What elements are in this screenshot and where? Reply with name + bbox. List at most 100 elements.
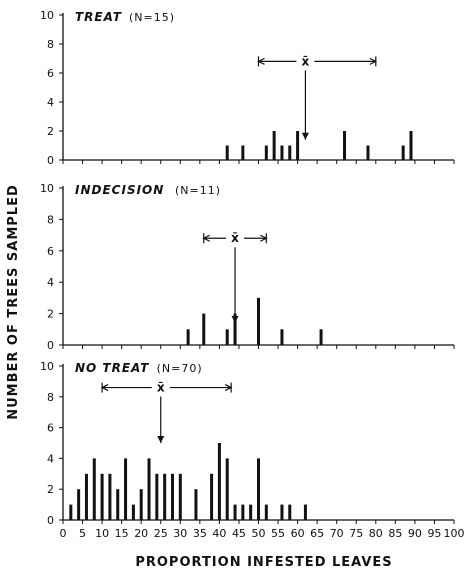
y-tick-label: 4 xyxy=(47,452,54,465)
bar xyxy=(249,504,253,520)
bar xyxy=(225,329,229,345)
y-tick-label: 2 xyxy=(47,483,54,496)
panel-n-label: (N=11) xyxy=(175,184,221,197)
x-tick-label: 10 xyxy=(95,527,109,540)
panel-title: TREAT xyxy=(75,10,122,24)
bar xyxy=(124,458,128,520)
right-arrowhead xyxy=(224,384,233,392)
y-tick-label: 8 xyxy=(47,213,54,226)
y-tick-label: 8 xyxy=(47,38,54,51)
bar xyxy=(170,473,174,520)
bar xyxy=(257,458,260,520)
bar xyxy=(409,131,413,160)
bar xyxy=(69,504,73,520)
y-tick-label: 2 xyxy=(47,125,54,138)
y-tick-label: 4 xyxy=(47,96,54,109)
y-tick-label: 6 xyxy=(47,67,54,80)
x-tick-label: 45 xyxy=(232,527,246,540)
x-tick-label: 100 xyxy=(444,527,464,540)
bar xyxy=(131,504,135,520)
bar xyxy=(77,489,81,520)
bar xyxy=(288,504,292,520)
bar xyxy=(108,473,112,520)
bar xyxy=(84,473,88,520)
mean-label: x̄ xyxy=(231,231,239,245)
bar xyxy=(116,489,120,520)
x-tick-label: 15 xyxy=(115,527,129,540)
y-tick-label: 10 xyxy=(40,9,54,22)
y-tick-label: 2 xyxy=(47,308,54,321)
panel-2: 0 2 4 6 8 10 NO TREAT (N=70) x̄ xyxy=(40,360,455,527)
y-tick-label: 10 xyxy=(40,360,54,373)
left-arrowhead xyxy=(100,384,109,392)
bar xyxy=(163,473,167,520)
mean-label: x̄ xyxy=(157,381,165,395)
bar xyxy=(186,329,190,345)
panel-title: NO TREAT xyxy=(75,361,149,375)
mean-pointer-arrowhead xyxy=(231,316,239,324)
bar xyxy=(280,145,284,160)
y-axis-title: NUMBER OF TREES SAMPLED xyxy=(6,184,21,420)
bar xyxy=(257,297,260,345)
mean-pointer-arrowhead xyxy=(301,132,309,140)
bar xyxy=(202,313,206,345)
x-tick-label: 85 xyxy=(388,527,402,540)
bar xyxy=(401,145,405,160)
x-tick-label: 40 xyxy=(212,527,226,540)
bar xyxy=(217,443,221,520)
x-tick-label: 0 xyxy=(60,527,67,540)
x-tick-label: 70 xyxy=(330,527,344,540)
bar xyxy=(296,131,300,160)
x-tick-labels: 0 5 10 15 20 25 30 35 40 45 50 55 60 65 70 75 80 85 90 95 10… xyxy=(60,527,464,540)
bar xyxy=(233,504,237,520)
bar xyxy=(241,145,245,160)
x-tick-label: 90 xyxy=(408,527,422,540)
x-tick-label: 20 xyxy=(134,527,148,540)
x-tick-label: 55 xyxy=(271,527,285,540)
bar xyxy=(343,131,347,160)
y-tick-label: 6 xyxy=(47,422,54,435)
right-arrowhead xyxy=(260,234,268,242)
bar xyxy=(100,473,104,520)
x-tick-label: 60 xyxy=(291,527,305,540)
y-tick-label: 8 xyxy=(47,391,54,404)
bar xyxy=(194,489,198,520)
y-tick-label: 0 xyxy=(47,154,54,167)
y-tick-label: 0 xyxy=(47,514,54,527)
x-tick-label: 25 xyxy=(154,527,168,540)
bar xyxy=(92,458,96,520)
right-arrowhead xyxy=(369,57,378,65)
y-tick-label: 0 xyxy=(47,339,54,352)
x-tick-label: 75 xyxy=(349,527,363,540)
x-tick-label: 50 xyxy=(252,527,266,540)
x-tick-label: 5 xyxy=(79,527,86,540)
left-arrowhead xyxy=(202,234,211,242)
bar xyxy=(280,504,284,520)
bar xyxy=(241,504,245,520)
y-tick-label: 10 xyxy=(40,182,54,195)
panel-n-label: (N=70) xyxy=(157,362,203,375)
bar xyxy=(264,145,268,160)
bar xyxy=(264,504,268,520)
bar xyxy=(210,473,214,520)
bar xyxy=(288,145,292,160)
panels-group: 0 2 4 6 8 10 TREAT (N=15) x̄ 0 2 4 6 8 10 INDECISION (N=… xyxy=(40,9,464,540)
bar xyxy=(303,504,307,520)
bar xyxy=(225,458,229,520)
bar xyxy=(233,313,237,345)
panel-title: INDECISION xyxy=(75,183,164,197)
left-arrowhead xyxy=(257,57,265,65)
bar xyxy=(147,458,151,520)
panel-n-label: (N=15) xyxy=(129,11,175,24)
x-tick-label: 65 xyxy=(310,527,324,540)
panel-0: 0 2 4 6 8 10 TREAT (N=15) x̄ xyxy=(40,9,455,167)
x-tick-label: 95 xyxy=(427,527,441,540)
x-tick-label: 35 xyxy=(193,527,207,540)
x-tick-label: 80 xyxy=(369,527,383,540)
mean-label: x̄ xyxy=(302,54,310,68)
bar xyxy=(280,329,284,345)
bar xyxy=(272,131,276,160)
y-tick-label: 4 xyxy=(47,276,54,289)
bar xyxy=(178,473,182,520)
x-axis-title: PROPORTION INFESTED LEAVES xyxy=(135,555,392,570)
